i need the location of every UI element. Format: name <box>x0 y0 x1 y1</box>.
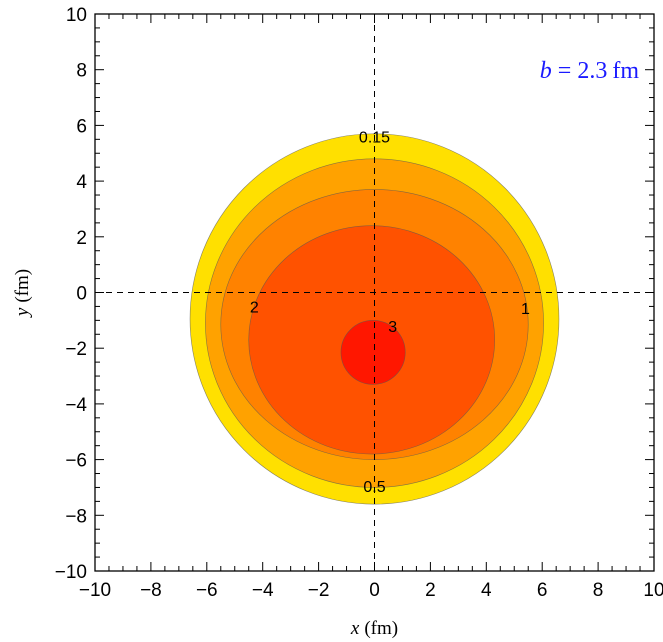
y-tick-label: 8 <box>76 61 87 82</box>
y-tick-label: 2 <box>76 228 87 249</box>
y-tick-label: −4 <box>65 395 87 416</box>
y-tick-label: −2 <box>65 339 87 360</box>
x-tick-label: 0 <box>369 580 380 601</box>
contour-label-0_5: 0.5 <box>363 479 385 496</box>
contour-region-3 <box>340 320 406 385</box>
x-tick-label: 4 <box>481 580 492 601</box>
y-tick-label: 6 <box>76 116 87 137</box>
x-tick-label: 8 <box>593 580 604 601</box>
x-tick-label: −4 <box>252 580 274 601</box>
contour-label-0_15: 0.15 <box>359 130 390 147</box>
y-tick-label: −8 <box>65 506 87 527</box>
crosshair-layer <box>95 14 654 571</box>
contour-label-2: 2 <box>250 299 259 316</box>
x-tick-label: 6 <box>537 580 548 601</box>
contour-label-1: 1 <box>521 301 530 318</box>
x-axis-unit: (fm) <box>364 618 398 639</box>
x-tick-label: −6 <box>196 580 218 601</box>
x-tick-label: 10 <box>643 580 663 601</box>
tick-layer <box>94 13 655 572</box>
y-tick-label: −10 <box>55 562 87 583</box>
x-axis-variable: x <box>350 618 360 639</box>
x-tick-label: −2 <box>308 580 330 601</box>
contour-label-layer: 0.15 0.5 2 1 3 <box>250 130 530 497</box>
annotation-unit: fm <box>612 58 639 84</box>
y-axis-unit: (fm) <box>12 269 33 303</box>
y-axis-title: y (fm) <box>12 269 33 318</box>
y-tick-label: 4 <box>76 172 87 193</box>
x-axis-title: x (fm) <box>350 618 398 639</box>
x-tick-label: −8 <box>140 580 162 601</box>
y-tick-label: −6 <box>65 451 87 472</box>
x-tick-label: −10 <box>79 580 111 601</box>
annotation-variable: b <box>540 58 552 84</box>
annotation-value: = 2.3 <box>552 58 608 84</box>
contour-label-3: 3 <box>388 319 397 336</box>
tick-label-layer: −10 −8 −6 −4 −2 0 2 4 6 8 10 −10 −8 −6 −4 −2 0 2 4 6 8 10 <box>55 5 663 601</box>
y-axis-variable: y <box>12 307 33 318</box>
y-tick-label: 10 <box>66 5 87 26</box>
x-tick-label: 2 <box>425 580 436 601</box>
y-tick-label: 0 <box>76 284 87 305</box>
impact-parameter-annotation: b = 2.3 fm <box>540 58 640 84</box>
